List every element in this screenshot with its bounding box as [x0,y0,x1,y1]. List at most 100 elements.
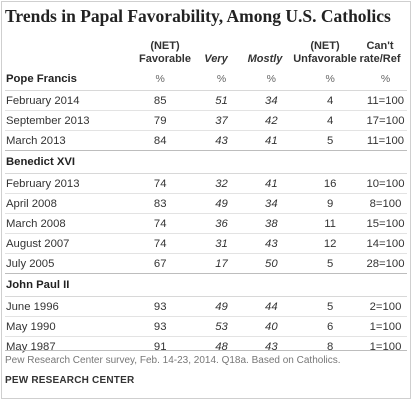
cell-mostly: 38 [246,213,297,234]
chart-title: Trends in Papal Favorability, Among U.S.… [5,6,391,26]
column-header-cant: rate/Ref [359,53,401,65]
cell-fav: 84 [123,130,197,151]
source-note: Pew Research Center survey, Feb. 14-23, … [5,355,341,366]
empty-cell [123,150,197,174]
empty-cell [196,150,247,174]
empty-cell [363,273,407,297]
cell-mostly: 42 [246,110,297,131]
cell-cant: 15=100 [363,213,407,234]
row-label: September 2013 [5,110,124,131]
cell-cant: 28=100 [363,253,407,274]
cell-cant: 2=100 [363,296,407,317]
cell-unfav: 8 [296,336,364,356]
cell-fav: 74 [123,233,197,254]
row-label: June 1996 [5,296,124,317]
cell-unfav: 5 [296,253,364,274]
cell-very: 17 [196,253,247,274]
cell-unfav: 5 [296,130,364,151]
cell-very: 32 [196,173,247,194]
cell-fav: 74 [123,173,197,194]
cell-mostly: 41 [246,130,297,151]
footer-divider [5,350,407,351]
cell-mostly: 44 [246,296,297,317]
empty-cell [296,273,364,297]
row-label: February 2013 [5,173,124,194]
cell-cant: 1=100 [363,316,407,337]
cell-very: 48 [196,336,247,356]
empty-cell [246,273,297,297]
unit-label: % [380,73,391,85]
cell-unfav: 5 [296,296,364,317]
group-row: Benedict XVI [5,150,407,174]
column-header-very: Very [204,53,228,65]
cell-mostly: 41 [246,173,297,194]
group-label: John Paul II [5,273,124,297]
cell-fav: 83 [123,193,197,214]
cell-very: 37 [196,110,247,131]
empty-cell [196,273,247,297]
group-row: John Paul II [5,273,407,297]
cell-unfav: 4 [296,90,364,111]
table-row: July 2005 67 17 50 5 28=100 [5,253,407,274]
cell-fav: 93 [123,316,197,337]
cell-fav: 67 [123,253,197,274]
column-header-unfav-line1: (NET) [310,40,340,52]
empty-cell [123,273,197,297]
column-header-unfav: Unfavorable [293,53,357,65]
data-table: Pope Francis%%%%% February 2014 85 51 34 4 11=… [5,68,407,356]
cell-unfav: 4 [296,110,364,131]
unit-label: % [216,73,227,85]
cell-mostly: 34 [246,90,297,111]
empty-cell [296,150,364,174]
cell-unfav: 6 [296,316,364,337]
row-label: May 1987 [5,336,124,356]
table-row: May 1990 93 53 40 6 1=100 [5,316,407,337]
cell-mostly: 34 [246,193,297,214]
cell-cant: 17=100 [363,110,407,131]
table-row: May 1987 91 48 43 8 1=100 [5,336,407,356]
table-row: February 2013 74 32 41 16 10=100 [5,173,407,194]
row-label: May 1990 [5,316,124,337]
cell-unfav: 16 [296,173,364,194]
cell-mostly: 43 [246,336,297,356]
table-row: February 2014 85 51 34 4 11=100 [5,90,407,111]
table-row: April 2008 83 49 34 9 8=100 [5,193,407,214]
table-row: March 2008 74 36 38 11 15=100 [5,213,407,234]
organization-name: PEW RESEARCH CENTER [5,375,135,386]
group-label: Pope Francis [6,73,77,85]
group-label: Benedict XVI [5,150,124,174]
cell-unfav: 12 [296,233,364,254]
column-header-mostly: Mostly [247,53,283,65]
cell-very: 36 [196,213,247,234]
cell-mostly: 40 [246,316,297,337]
row-label: February 2014 [5,90,124,111]
unit-label: % [155,73,165,85]
cell-fav: 85 [123,90,197,111]
cell-very: 53 [196,316,247,337]
cell-cant: 14=100 [363,233,407,254]
cell-fav: 74 [123,213,197,234]
cell-very: 51 [196,90,247,111]
table-row: March 2013 84 43 41 5 11=100 [5,130,407,151]
row-label: March 2008 [5,213,124,234]
cell-cant: 11=100 [363,90,407,111]
cell-fav: 91 [123,336,197,356]
column-header-fav-line1: (NET) [150,40,180,52]
table-row: August 2007 74 31 43 12 14=100 [5,233,407,254]
cell-cant: 10=100 [363,173,407,194]
column-header-fav: Favorable [139,53,191,65]
cell-very: 31 [196,233,247,254]
unit-label: % [325,73,335,85]
cell-cant: 8=100 [363,193,407,214]
cell-fav: 93 [123,296,197,317]
column-header-cant-line1: Can't [366,40,394,52]
group-row: Pope Francis%%%%% [5,68,407,91]
cell-mostly: 43 [246,233,297,254]
cell-cant: 1=100 [363,336,407,356]
cell-very: 49 [196,193,247,214]
cell-unfav: 11 [296,213,364,234]
cell-very: 49 [196,296,247,317]
unit-label: % [266,73,276,85]
cell-fav: 79 [123,110,197,131]
